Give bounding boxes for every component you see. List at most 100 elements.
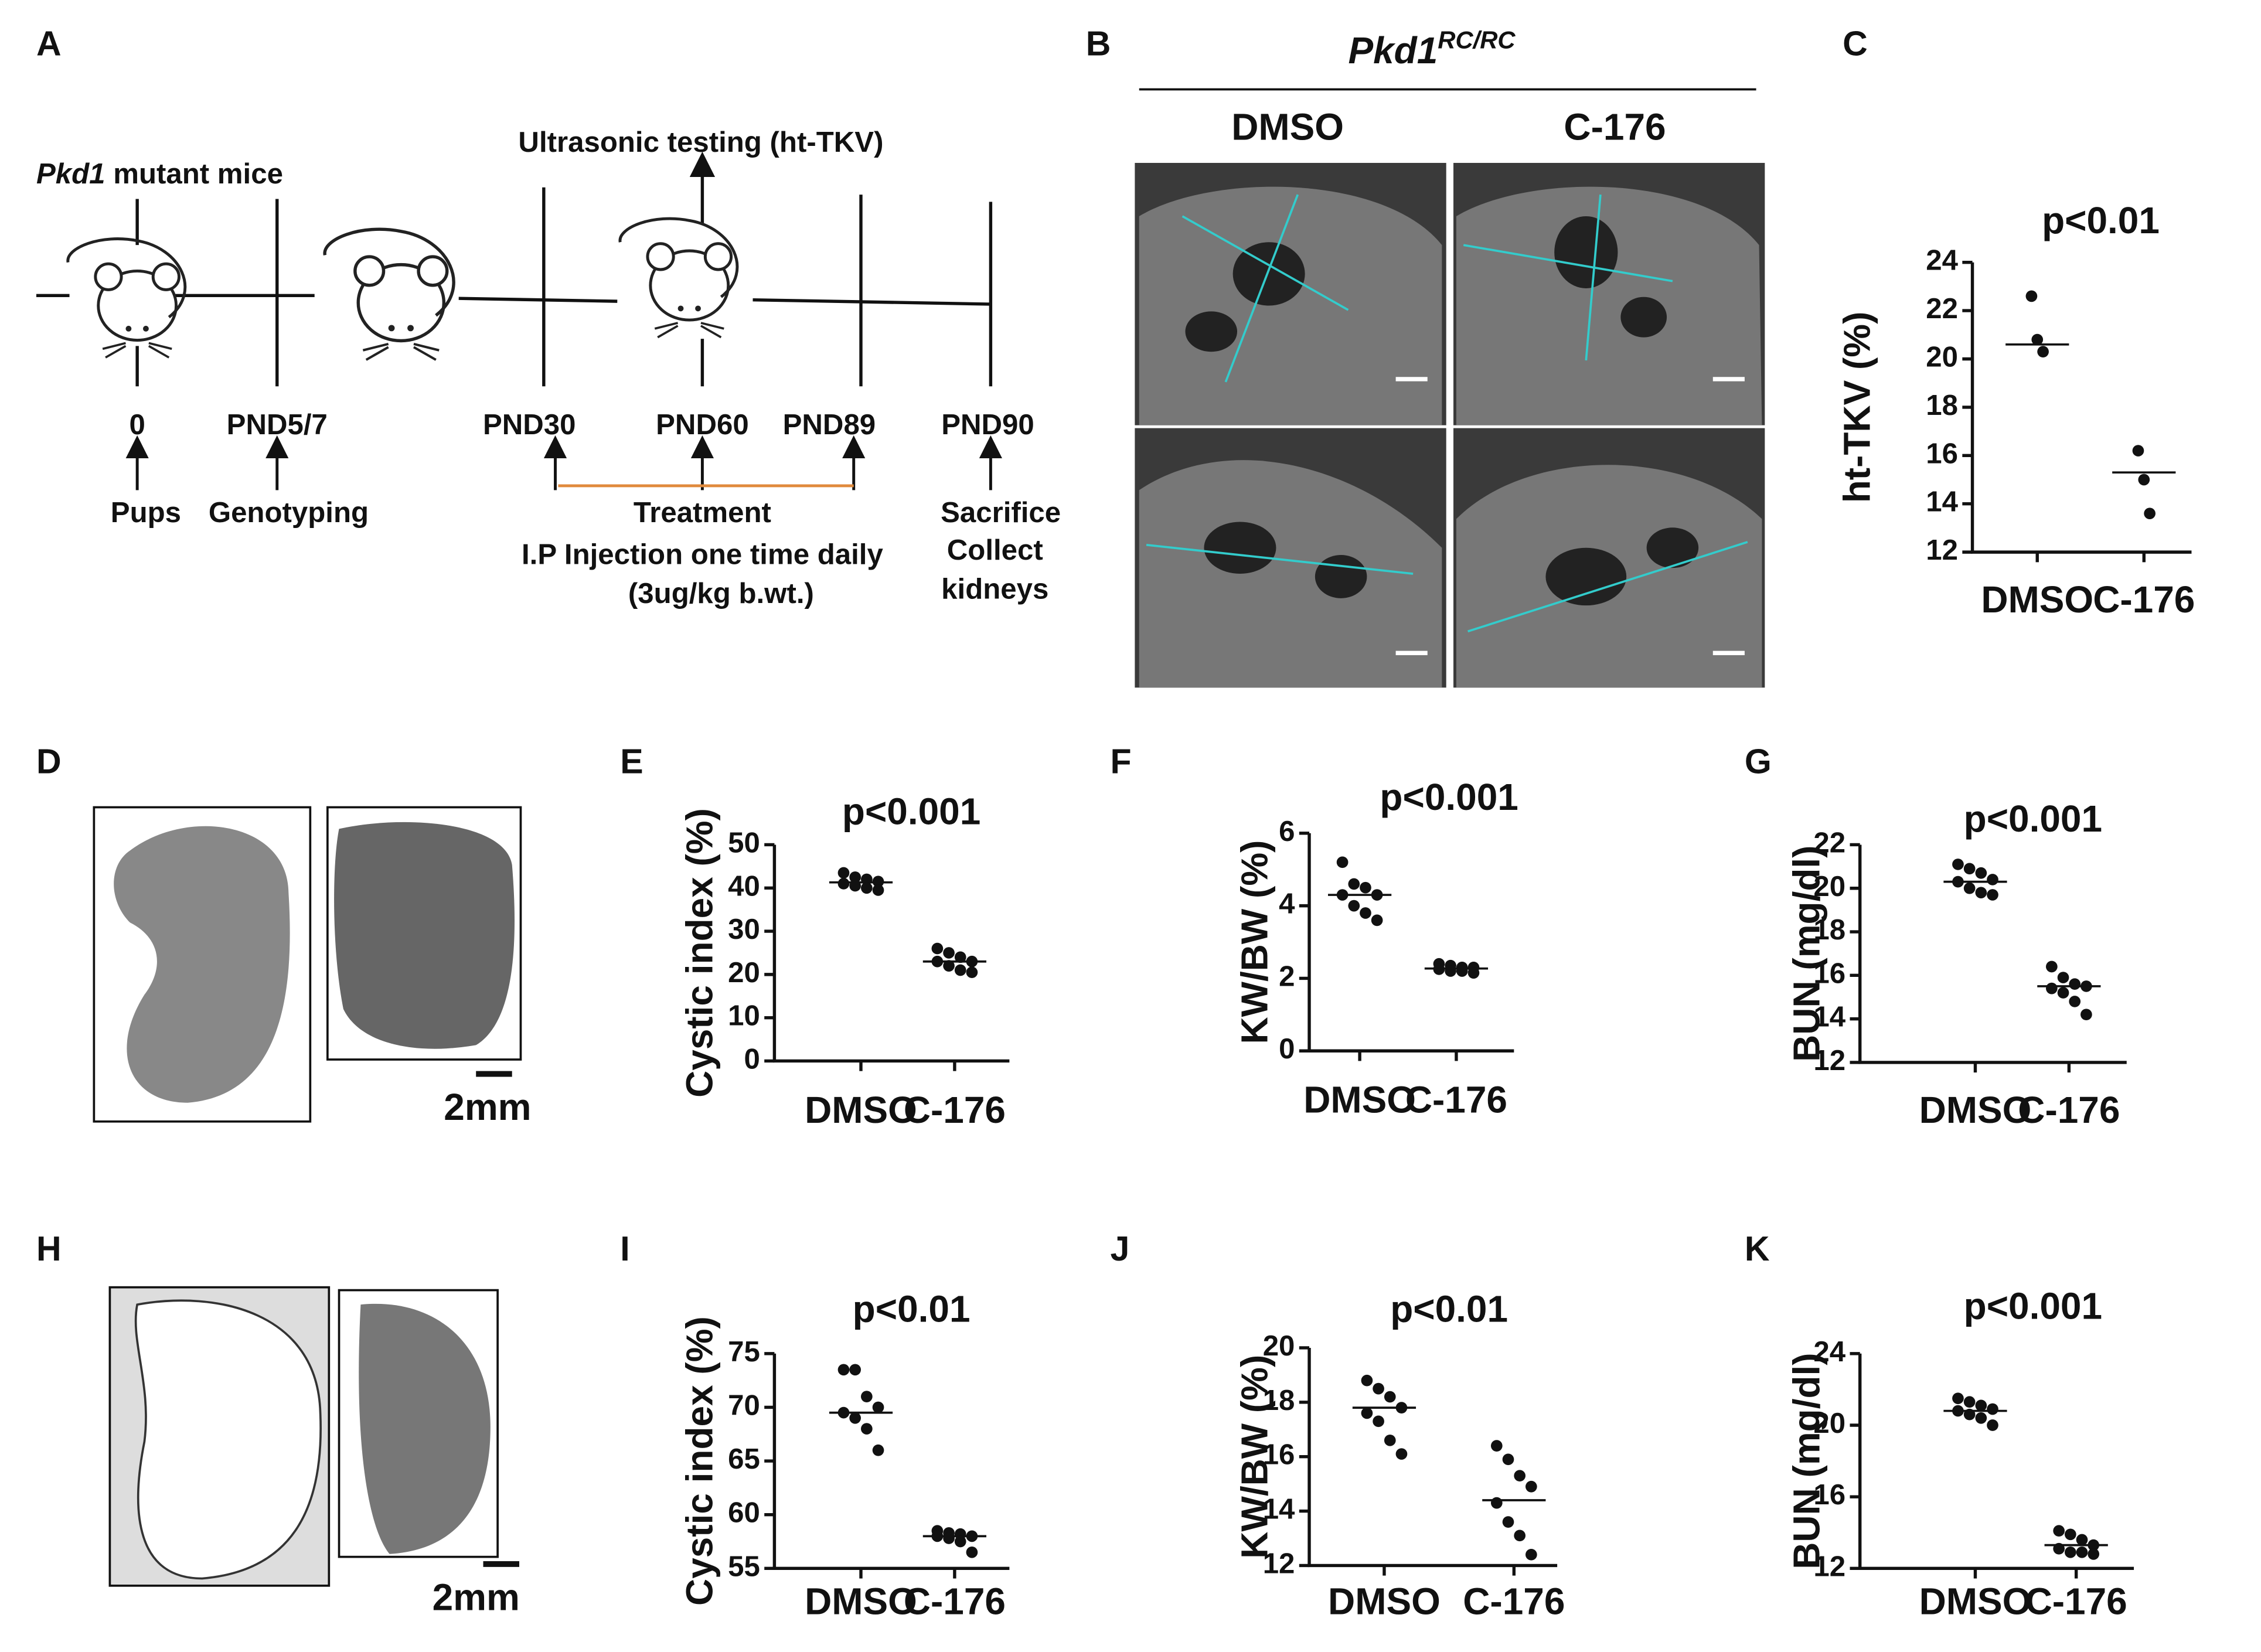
data-point [1987,1403,1998,1415]
data-point [1952,1392,1964,1405]
data-point [2076,1534,2088,1546]
data-point [1502,1516,1514,1528]
data-point [872,876,884,888]
data-point [1384,1434,1396,1446]
data-point [872,1444,884,1456]
data-point [1373,1415,1384,1428]
y-tick-label: 12 [1926,534,1958,566]
data-point [2057,972,2069,983]
chart-title: p<0.01 [853,1287,971,1330]
chart-title: p<0.001 [1964,798,2102,840]
panel-letter: G [1745,742,1772,781]
y-axis-label: KW/BW (%) [1233,1355,1275,1559]
timepoint-label: PND5/7 [227,408,328,441]
data-point [2080,1009,2092,1021]
timepoint-label: PND90 [941,408,1034,441]
data-point [966,1530,978,1542]
data-point [2053,1542,2065,1555]
y-tick-label: 16 [1263,1439,1295,1471]
y-tick-label: 75 [728,1336,760,1368]
y-tick-label: 0 [1279,1033,1295,1065]
group-label: DMSO [1231,105,1344,148]
y-tick-label: 22 [1813,826,1845,859]
x-tick-label: DMSO [1328,1581,1441,1623]
data-point [861,1423,873,1435]
data-point [954,964,966,976]
x-tick-label: C-176 [1405,1079,1507,1121]
y-tick-label: 12 [1263,1547,1295,1579]
data-point [1445,965,1456,977]
chart-title: p<0.001 [1964,1285,2102,1327]
chart: Ip<0.01 Cystic index (%) 55 60 65 70 75 DMSOC-1… [620,1229,1010,1623]
data-point [2069,996,2081,1007]
group-label: C-176 [1564,105,1666,148]
timeline [36,294,992,306]
data-point [1490,1497,1503,1509]
x-tick-label: C-176 [2093,578,2195,621]
data-point [1371,914,1383,927]
ultrasound-label: Ultrasonic testing (ht-TKV) [518,126,883,158]
data-point [849,880,862,892]
data-point [2031,333,2044,346]
data-point [2088,1539,2100,1551]
mouse-label: Pkd1 mutant mice [36,158,283,190]
data-point [1361,1407,1373,1419]
data-point [966,1546,978,1558]
x-tick-label: C-176 [904,1581,1006,1623]
data-point [1987,1419,1998,1431]
y-tick-label: 20 [728,956,760,989]
data-point [966,966,978,979]
y-tick-label: 24 [1813,1336,1845,1368]
mouse-icon [68,239,185,358]
y-tick-label: 18 [1813,914,1845,946]
data-point [2132,445,2144,457]
data-point [1502,1453,1514,1466]
x-tick-label: C-176 [2025,1581,2127,1623]
chart: Jp<0.01 KW/BW (%)12 14 16 18 20 DMSO C-176 [1111,1229,1565,1623]
data-point [2057,987,2069,999]
label: Genotyping [209,496,369,529]
x-tick-label: DMSO [1303,1079,1416,1121]
scale-label: 2mm [444,1086,531,1128]
y-tick-label: 20 [1926,341,1958,373]
data-point [2053,1525,2065,1537]
timepoints: 0 PND5/7 PND30 PND60 PND89 PND90 [125,408,1034,491]
x-tick-label: DMSO [805,1581,917,1623]
timepoint-label: PND30 [483,408,576,441]
y-tick-label: 12 [1813,1550,1845,1582]
data-point [2046,960,2058,973]
y-tick-label: 16 [1813,957,1845,989]
data-point [837,878,850,890]
timepoint-label: 0 [129,408,145,441]
data-point [861,882,873,894]
x-tick-label: DMSO [1919,1089,2032,1131]
data-point [1526,1480,1537,1493]
axis [1970,262,2192,554]
axis [772,844,1010,1063]
y-tick-label: 4 [1279,888,1295,920]
data-point [1526,1548,1537,1561]
y-axis-label: KW/BW (%) [1233,840,1275,1044]
data-point [1987,889,1998,901]
data-point [1514,1530,1526,1542]
y-tick-label: 40 [728,870,760,902]
mouse-icon [620,219,737,338]
y-tick-label: 10 [728,1000,760,1032]
y-tick-label: 18 [1926,389,1958,421]
y-tick-label: 55 [728,1550,760,1582]
data-point [1514,1470,1526,1482]
kidney-section [114,826,290,1103]
timepoint-label: PND89 [783,408,876,441]
data-point [954,1535,966,1548]
y-tick-label: 65 [728,1443,760,1475]
panel-letter: A [36,24,62,63]
panel-b: B Pkd1RC/RC DMSO C-176 [1086,24,1765,688]
panel-letter: H [36,1229,62,1268]
data-point [1975,867,1987,879]
data-point [849,1412,862,1424]
data-point [1963,882,1976,894]
data-point [1952,1405,1964,1417]
